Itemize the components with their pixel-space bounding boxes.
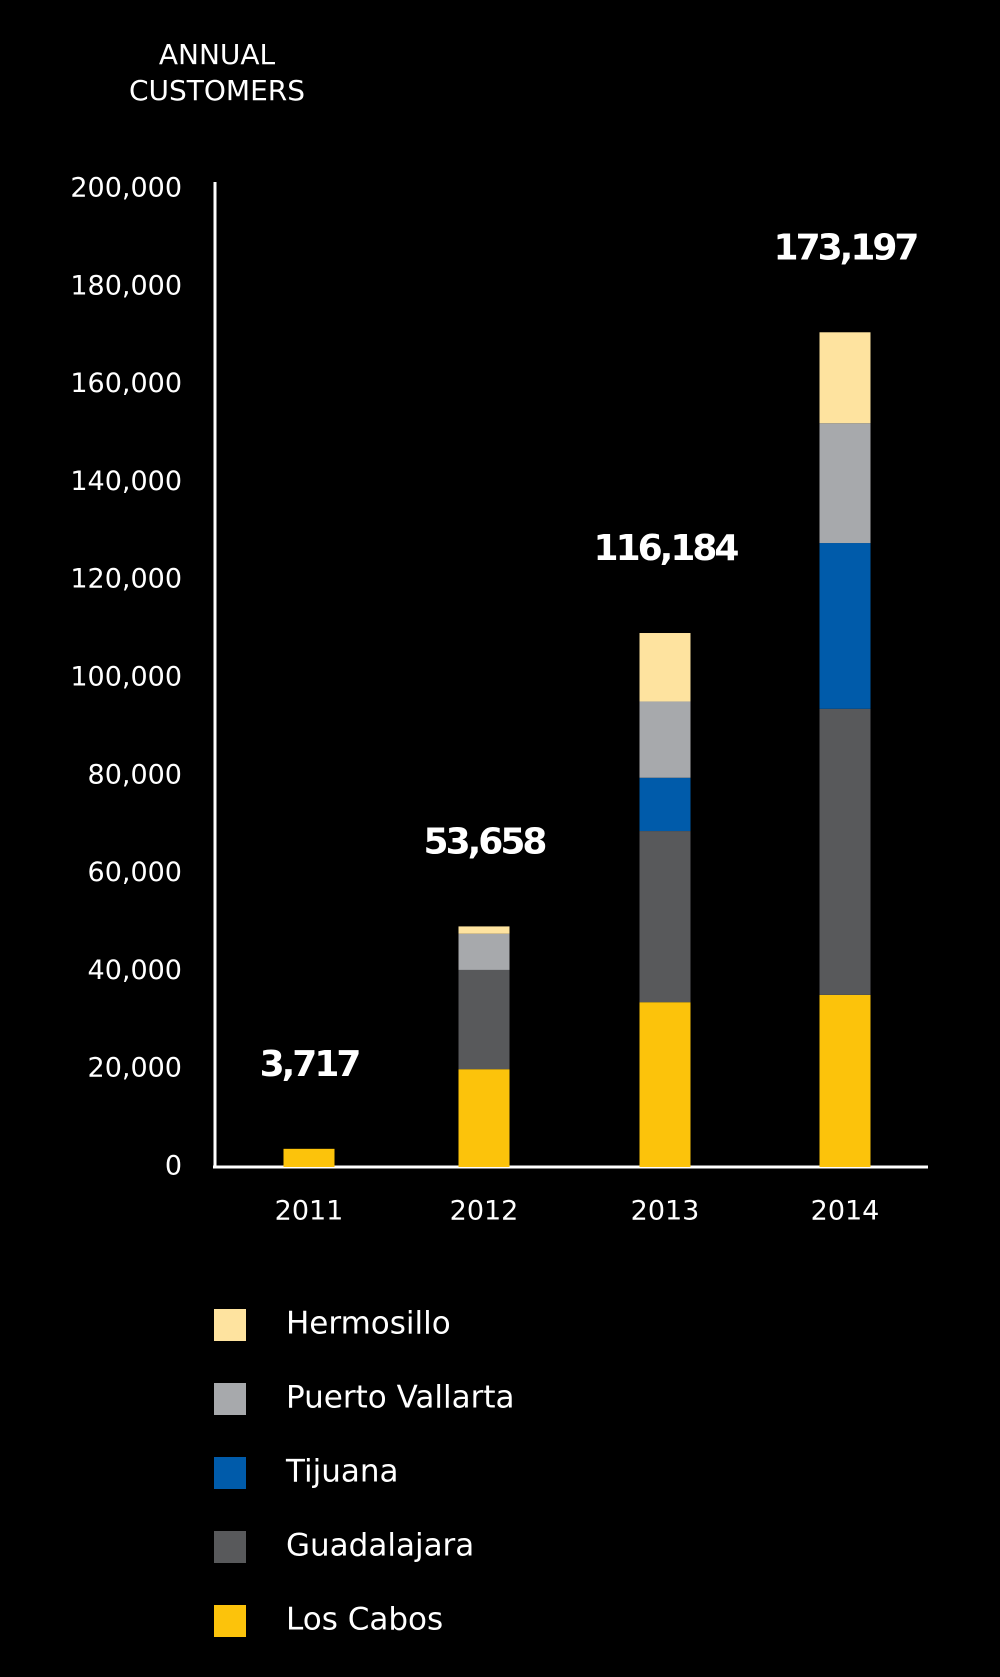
x-tick-label: 2014: [811, 1196, 880, 1227]
x-tick-label: 2013: [631, 1196, 700, 1227]
bar-segment: [458, 1069, 510, 1167]
y-tick-label: 80,000: [88, 759, 182, 790]
bar-segment: [639, 701, 691, 778]
y-tick-label: 120,000: [70, 564, 182, 595]
bar-segment: [639, 831, 691, 1003]
legend-swatch: [214, 1309, 246, 1341]
bar-segment: [819, 994, 871, 1167]
x-tick-label: 2012: [450, 1196, 519, 1227]
y-tick-label: 60,000: [88, 857, 182, 888]
legend-label: Hermosillo: [286, 1306, 451, 1342]
legend-swatch: [214, 1531, 246, 1563]
x-tick-label: 2011: [275, 1196, 344, 1227]
chart-title: CUSTOMERS: [129, 74, 305, 107]
legend-label: Guadalajara: [286, 1528, 474, 1564]
chart-title: ANNUAL: [159, 38, 276, 71]
bar-segment: [819, 708, 871, 995]
bar-segment: [639, 633, 691, 702]
bar-segment: [819, 332, 871, 424]
y-tick-label: 200,000: [70, 173, 182, 204]
y-tick-label: 20,000: [88, 1053, 182, 1084]
bar-segment: [639, 1002, 691, 1167]
legend-label: Tijuana: [285, 1454, 399, 1490]
legend-swatch: [214, 1605, 246, 1637]
bar-segment: [458, 933, 510, 970]
legend-swatch: [214, 1383, 246, 1415]
y-tick-label: 180,000: [70, 270, 182, 301]
bar-segment: [639, 777, 691, 832]
legend-label: Puerto Vallarta: [286, 1380, 515, 1416]
legend-swatch: [214, 1457, 246, 1489]
total-label: 53,658: [424, 821, 546, 862]
bar-segment: [458, 926, 510, 934]
y-tick-label: 160,000: [70, 368, 182, 399]
total-label: 116,184: [594, 528, 739, 569]
y-tick-label: 140,000: [70, 466, 182, 497]
legend-label: Los Cabos: [286, 1602, 443, 1638]
y-tick-label: 100,000: [70, 662, 182, 693]
y-tick-label: 40,000: [88, 955, 182, 986]
y-tick-label: 0: [165, 1151, 182, 1182]
bar-segment: [819, 423, 871, 544]
bar-segment: [819, 543, 871, 709]
bar-segment: [283, 1148, 335, 1167]
total-label: 3,717: [260, 1044, 360, 1085]
total-label: 173,197: [774, 227, 918, 268]
bar-segment: [458, 969, 510, 1070]
